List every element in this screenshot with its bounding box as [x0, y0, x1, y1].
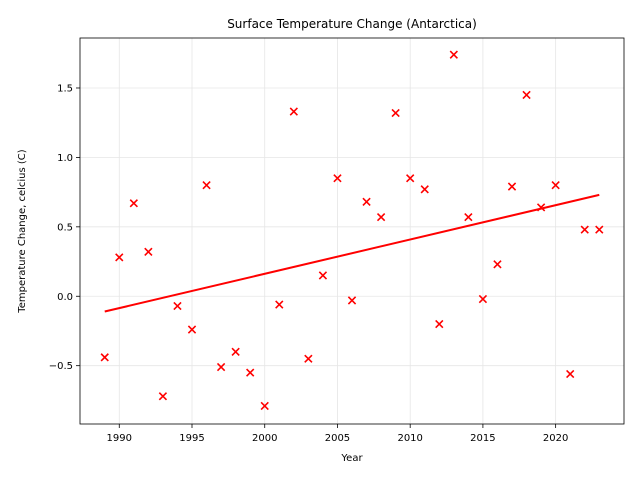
data-point — [376, 212, 386, 222]
y-tick-label: 1.0 — [57, 153, 73, 164]
data-point — [289, 107, 298, 116]
x-tick-label: 1995 — [179, 433, 204, 444]
data-point — [566, 369, 575, 379]
data-point — [478, 294, 488, 304]
data-point — [595, 225, 604, 234]
data-point — [100, 353, 109, 362]
data-points — [100, 50, 604, 411]
x-tick-label: 2005 — [325, 433, 350, 444]
data-point — [464, 212, 473, 222]
y-tick-label: 0.5 — [57, 222, 73, 233]
y-tick-label: 0.0 — [57, 292, 73, 303]
grid — [80, 38, 624, 424]
data-point — [216, 362, 226, 372]
x-axis-title: Year — [340, 453, 363, 464]
data-point — [275, 300, 284, 309]
data-point — [129, 199, 138, 208]
data-point — [580, 225, 589, 234]
data-point — [347, 296, 357, 305]
y-axis-ticks: −0.5 0.0 0.5 1.0 1.5 — [49, 83, 80, 372]
data-point — [158, 392, 168, 401]
data-point — [507, 182, 517, 191]
data-point — [420, 185, 429, 194]
data-point — [493, 260, 502, 269]
data-point — [115, 253, 124, 262]
data-point — [391, 108, 400, 118]
x-tick-label: 2015 — [470, 433, 495, 444]
data-point — [246, 368, 255, 377]
data-point — [435, 319, 444, 329]
trendline-group — [104, 193, 600, 313]
data-point — [318, 271, 328, 280]
data-point — [362, 197, 371, 207]
data-point — [449, 50, 458, 59]
data-point — [304, 354, 313, 363]
data-point — [406, 174, 415, 183]
x-axis-ticks: 1990 1995 2000 2005 2010 2015 2020 — [107, 424, 568, 444]
x-tick-label: 2000 — [252, 433, 277, 444]
data-point — [173, 301, 182, 311]
data-point — [522, 90, 531, 100]
chart-title: Surface Temperature Change (Antarctica) — [227, 17, 477, 31]
plot-frame — [79, 37, 625, 425]
data-point — [333, 174, 342, 183]
y-tick-label: 1.5 — [57, 83, 73, 94]
trendline — [104, 193, 600, 313]
data-point — [202, 181, 211, 190]
x-tick-label: 2020 — [543, 433, 568, 444]
y-tick-label: −0.5 — [49, 361, 73, 372]
x-tick-label: 2010 — [397, 433, 422, 444]
data-point — [187, 325, 197, 334]
data-point — [536, 203, 546, 212]
data-point — [144, 247, 153, 256]
data-point — [231, 347, 240, 356]
data-point — [551, 181, 560, 190]
data-point — [260, 401, 269, 411]
y-axis-title: Temperature Change, celcius (C) — [17, 149, 28, 313]
x-tick-label: 1990 — [107, 433, 132, 444]
